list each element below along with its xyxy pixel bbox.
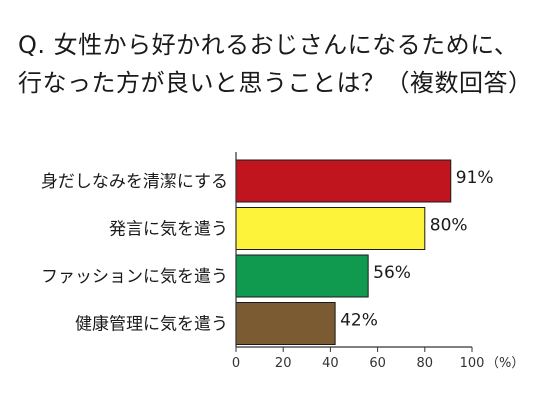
x-tick-label: 60 xyxy=(369,356,386,371)
title-line-2: 行なった方が良いと思うことは？（複数回答） xyxy=(18,69,533,97)
category-label: ファッションに気を遣う xyxy=(41,267,228,287)
category-label: 健康管理に気を遣う xyxy=(75,315,228,335)
x-tick-label: 20 xyxy=(275,356,292,371)
value-label: 56% xyxy=(373,263,411,283)
bar xyxy=(235,302,336,345)
category-label: 身だしなみを清潔にする xyxy=(41,172,228,192)
bar xyxy=(235,207,426,250)
chart-title: Q. 女性から好かれるおじさんになるために、 行なった方が良いと思うことは？（複… xyxy=(18,26,533,102)
value-label: 91% xyxy=(456,168,494,188)
x-tick-label: 100 xyxy=(460,356,485,371)
value-label: 80% xyxy=(430,216,468,236)
x-tick-label: 0 xyxy=(232,356,240,371)
category-label: 発言に気を遣う xyxy=(109,220,228,240)
bar xyxy=(235,159,452,203)
x-tick-label: 80 xyxy=(417,356,434,371)
bar xyxy=(235,254,369,298)
title-line-1: Q. 女性から好かれるおじさんになるために、 xyxy=(18,31,519,59)
x-unit-label: （%） xyxy=(486,356,524,371)
value-label: 42% xyxy=(340,311,378,331)
x-tick-label: 40 xyxy=(322,356,339,371)
